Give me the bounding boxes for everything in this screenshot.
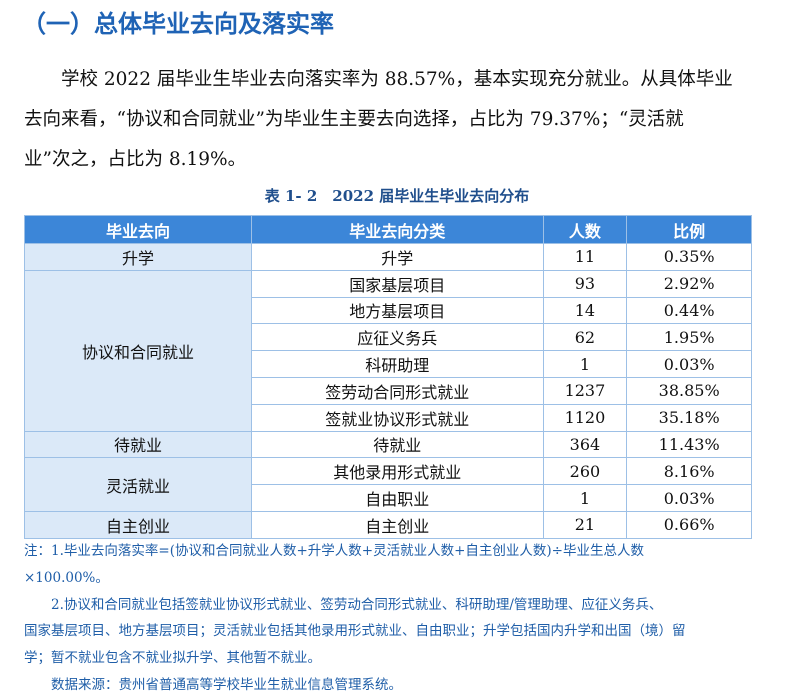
table-row: 升学 升学 11 0.35% [23,243,752,271]
ratio-cell: 35.18% [626,403,752,432]
ratio-cell: 2.92% [626,269,752,298]
ratio-cell: 0.44% [626,296,752,325]
group-cell: 灵活就业 [23,457,253,512]
table-row: 协议和合同就业 国家基层项目 93 2.92% [23,269,752,432]
count-cell: 14 [542,296,628,325]
ratio-cell: 8.16% [626,457,752,486]
paragraph-line: 业”次之，占比为 8.19%。 [24,149,247,170]
note-line: 数据来源：贵州省普通高等学校毕业生就业信息管理系统。 [24,676,402,693]
category-cell: 自由职业 [251,484,544,512]
count-cell: 1237 [542,376,628,405]
ratio-cell: 0.03% [626,350,752,378]
header-cell: 毕业去向 [23,215,253,244]
category-cell: 签劳动合同形式就业 [251,376,544,405]
ratio-cell: 0.66% [626,510,752,539]
count-cell: 11 [542,243,628,271]
count-cell: 93 [542,269,628,298]
group-cell: 自主创业 [23,510,253,539]
count-cell: 1120 [542,403,628,432]
group-cell: 待就业 [23,430,253,459]
table-row: 签劳动合同形式就业 1237 38.85% [25,376,752,405]
table-caption: 表 1- 2 2022 届毕业生毕业去向分布 [264,187,530,205]
ratio-cell: 11.43% [626,430,752,459]
notes: 注：1.毕业去向落实率=(协议和合同就业人数+升学人数+灵活就业人数+自主创业人… [24,538,764,699]
category-cell: 应征义务兵 [251,323,544,352]
count-cell: 62 [542,323,628,352]
table-row: 科研助理 1 0.03% [25,350,752,378]
group-cell: 升学 [23,243,253,271]
category-cell: 签就业协议形式就业 [251,403,544,432]
header-row: 毕业去向 毕业去向分类 人数 比例 [23,215,752,244]
category-cell: 自主创业 [251,510,544,539]
table-row: 自由职业 1 0.03% [25,484,752,512]
count-cell: 364 [542,430,628,459]
header-cell: 比例 [626,215,752,244]
note-line: 学；暂不就业包含不就业拟升学、其他暂不就业。 [24,650,321,667]
category-cell: 地方基层项目 [251,296,544,325]
header-cell: 人数 [542,215,628,244]
category-cell: 国家基层项目 [251,269,544,298]
ratio-cell: 38.85% [626,376,752,405]
paragraph: 学校 2022 届毕业生毕业去向落实率为 88.57%，基本实现充分就业。从具体… [24,60,764,180]
table-row: 自主创业 自主创业 21 0.66% [23,510,752,539]
count-cell: 1 [542,350,628,378]
table: 毕业去向 毕业去向分类 人数 比例 升学 升学 11 0.35% 协议和合同就业 国家基层项目 93… [23,215,752,539]
group-cell: 协议和合同就业 [23,269,253,432]
paragraph-line: 去向来看，“协议和合同就业”为毕业生主要去向选择，占比为 79.37%；“灵活就 [24,109,684,130]
paragraph-line: 学校 2022 届毕业生毕业去向落实率为 88.57%，基本实现充分就业。从具体… [61,69,733,90]
ratio-cell: 0.03% [626,484,752,512]
note-line: ×100.00%。 [24,569,109,586]
note-line: 注：1.毕业去向落实率=(协议和合同就业人数+升学人数+灵活就业人数+自主创业人… [24,543,644,559]
category-cell: 待就业 [251,430,544,459]
category-cell: 其他录用形式就业 [251,457,544,486]
count-cell: 21 [542,510,628,539]
ratio-cell: 0.35% [626,243,752,271]
category-cell: 科研助理 [251,350,544,378]
category-cell: 升学 [251,243,544,271]
table-row: 待就业 待就业 364 11.43% [23,430,752,459]
count-cell: 1 [542,484,628,512]
table-row: 地方基层项目 14 0.44% [25,296,752,325]
count-cell: 260 [542,457,628,486]
ratio-cell: 1.95% [626,323,752,352]
note-line: 2.协议和合同就业包括签就业协议形式就业、签劳动合同形式就业、科研助理/管理助理… [24,596,663,613]
note-line: 国家基层项目、地方基层项目；灵活就业包括其他录用形式就业、自由职业；升学包括国内… [24,623,686,640]
table-row: 灵活就业 其他录用形式就业 260 8.16% [23,457,752,512]
section-heading: （一）总体毕业去向及落实率 [22,10,334,38]
header-cell: 毕业去向分类 [251,215,544,244]
table-row: 应征义务兵 62 1.95% [25,323,752,352]
